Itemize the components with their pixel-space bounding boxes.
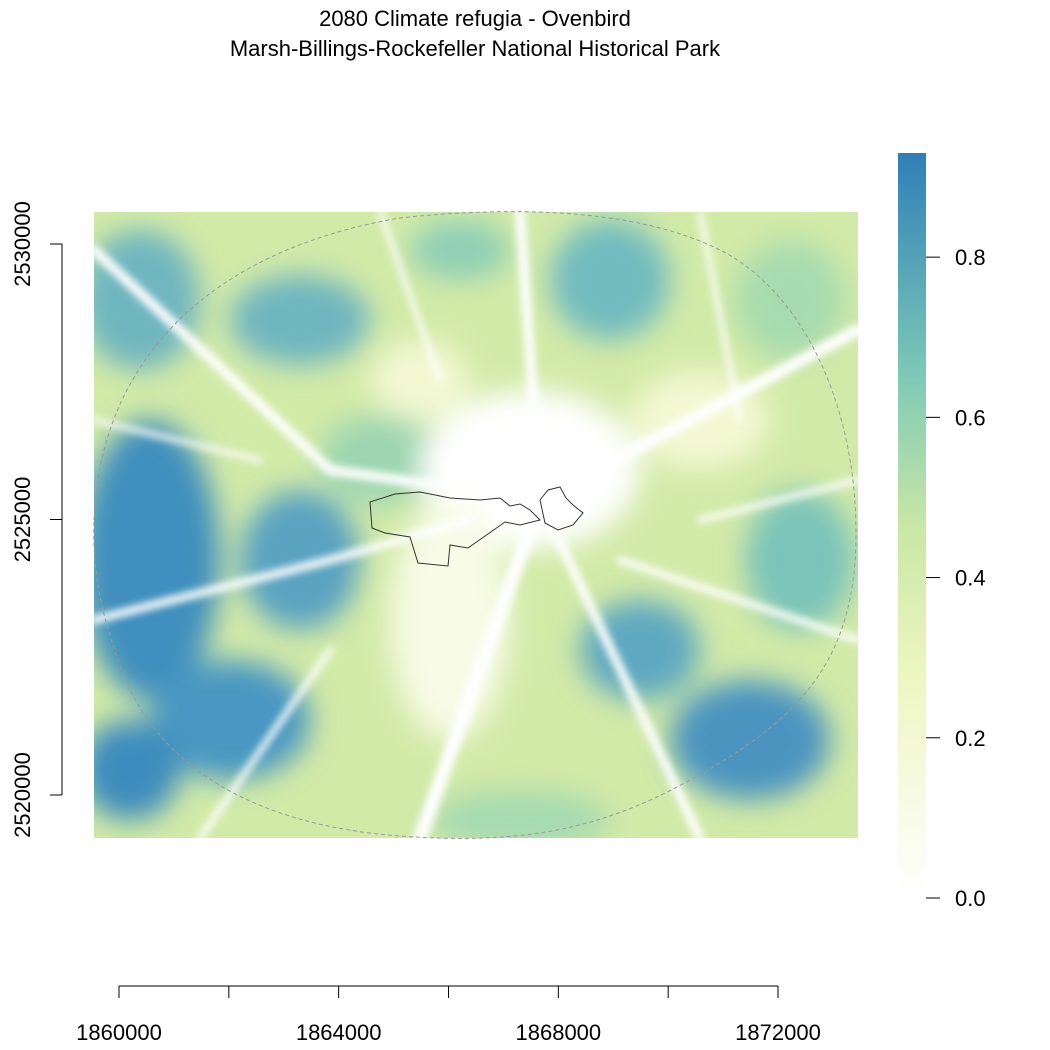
y-tick-label: 2530000: [10, 201, 35, 287]
colorbar-tick-label: 0.4: [955, 566, 986, 591]
x-tick-label: 1860000: [76, 1020, 162, 1045]
colorbar-tick-label: 0.2: [955, 726, 986, 751]
y-axis: 2520000 2525000 2530000: [10, 201, 63, 838]
colorbar-axis: 0.0 0.2 0.4 0.6 0.8: [926, 245, 986, 911]
x-tick-label: 1872000: [735, 1020, 821, 1045]
refugia-raster: [94, 212, 858, 838]
map-subtitle: Marsh-Billings-Rockefeller National Hist…: [229, 36, 721, 61]
map-title: 2080 Climate refugia - Ovenbird: [319, 6, 631, 31]
colorbar-tick-label: 0.6: [955, 405, 986, 430]
park-buffer-outline: [93, 211, 857, 839]
park-boundary: [369, 486, 584, 567]
colorbar-tick-label: 0.8: [955, 245, 986, 270]
x-tick-label: 1868000: [516, 1020, 602, 1045]
colorbar-tick-label: 0.0: [955, 886, 986, 911]
y-tick-label: 2525000: [10, 477, 35, 563]
x-axis: 1860000 1864000 1868000 1872000: [76, 985, 821, 1045]
x-tick-label: 1864000: [296, 1020, 382, 1045]
y-tick-label: 2520000: [10, 752, 35, 838]
colorbar: [898, 153, 926, 898]
